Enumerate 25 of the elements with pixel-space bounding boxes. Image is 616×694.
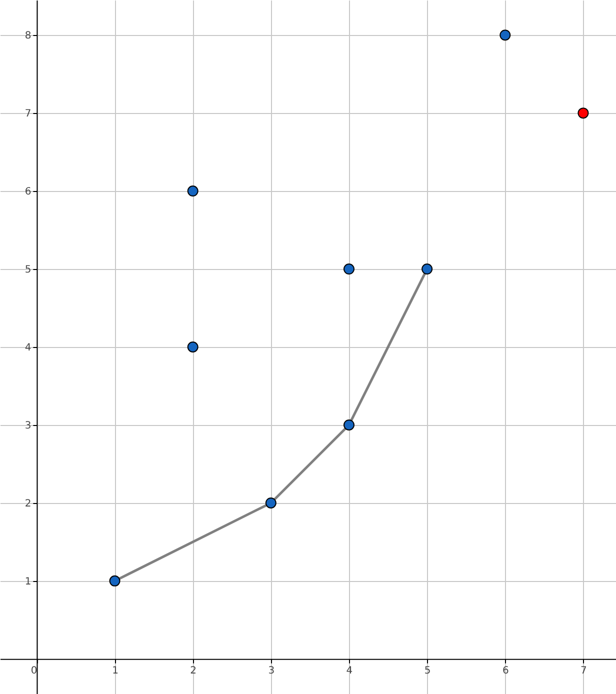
y-tick-label: 5 — [24, 264, 32, 276]
x-tick-label: 4 — [346, 665, 353, 676]
y-tick-label: 3 — [24, 420, 32, 432]
point — [578, 108, 589, 119]
x-tick-label: 2 — [190, 665, 197, 676]
point — [500, 30, 511, 41]
point — [343, 419, 354, 430]
y-tick-label: 8 — [24, 30, 32, 42]
point — [265, 497, 276, 508]
x-tick-label: 7 — [580, 665, 587, 676]
y-tick-label: 1 — [24, 576, 32, 588]
point — [187, 342, 198, 352]
x-tick-label: 3 — [268, 665, 275, 676]
y-tick-label: 4 — [24, 342, 32, 354]
point — [109, 575, 120, 586]
x-tick-label: 6 — [502, 665, 509, 676]
y-tick-label: 6 — [24, 186, 32, 198]
y-tick-label: 7 — [24, 108, 32, 120]
x-tick-label: 5 — [424, 665, 431, 676]
point — [187, 186, 198, 197]
point — [343, 264, 354, 275]
x-tick-label: 1 — [112, 665, 118, 676]
point — [422, 264, 433, 275]
x-tick-label: 0 — [30, 665, 38, 676]
y-tick-label: 2 — [24, 498, 32, 510]
